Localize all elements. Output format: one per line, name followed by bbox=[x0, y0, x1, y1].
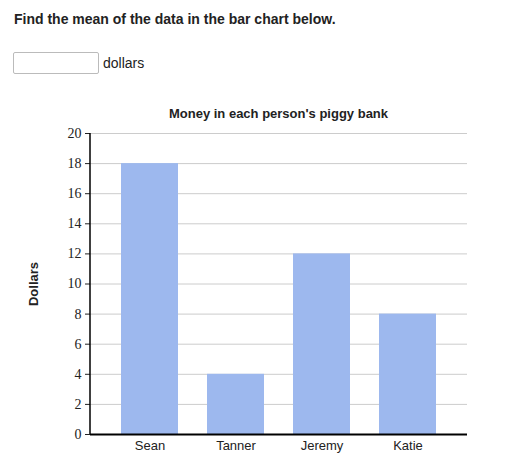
html-text:Find the mean of the data in t: Find the mean of the data in the bar cha… bbox=[14, 11, 336, 27]
svg-text:18: 18 bbox=[68, 156, 82, 171]
svg-text:0: 0 bbox=[75, 427, 82, 442]
svg-text:Katie: Katie bbox=[393, 438, 423, 453]
svg-text:Tanner: Tanner bbox=[216, 438, 256, 453]
svg-text:6: 6 bbox=[75, 337, 82, 352]
svg-text:Dollars: Dollars bbox=[26, 262, 41, 306]
svg-text:2: 2 bbox=[75, 397, 82, 412]
html-text:dollars: dollars bbox=[103, 55, 145, 71]
html-text:Money in each person's piggy b: Money in each person's piggy bank bbox=[169, 106, 388, 121]
svg-text:Sean: Sean bbox=[135, 438, 165, 453]
svg-text:12: 12 bbox=[68, 246, 82, 261]
svg-text:8: 8 bbox=[75, 307, 82, 322]
svg-text:20: 20 bbox=[68, 126, 82, 141]
svg-text:16: 16 bbox=[68, 186, 82, 201]
svg-text:14: 14 bbox=[68, 216, 82, 231]
svg-text:4: 4 bbox=[75, 367, 82, 382]
svg-text:10: 10 bbox=[68, 276, 82, 291]
svg-text:Jeremy: Jeremy bbox=[301, 438, 344, 453]
